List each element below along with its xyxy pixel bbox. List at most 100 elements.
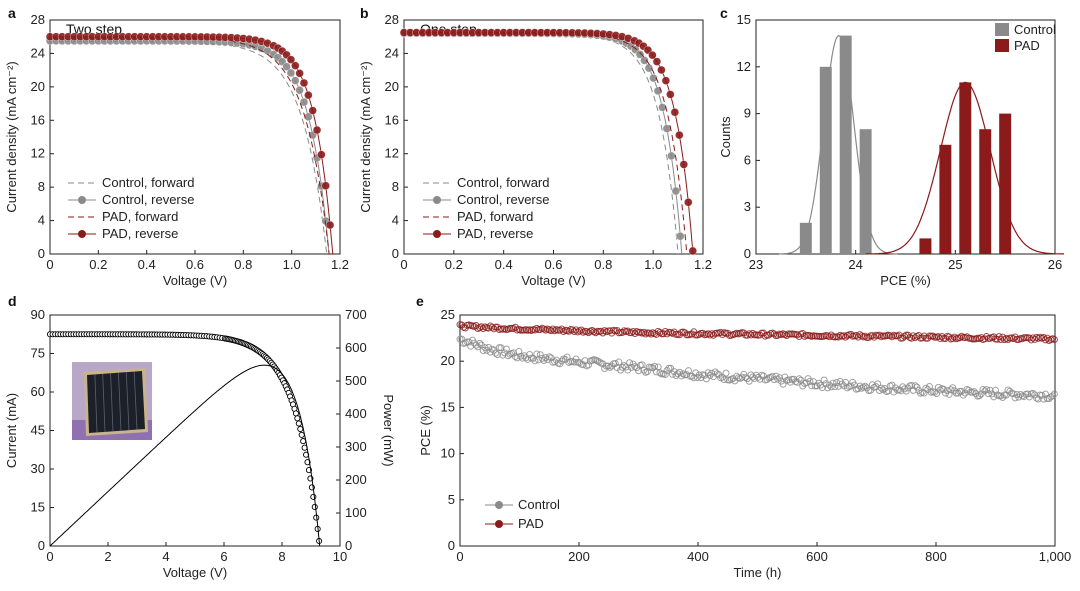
stability-point [795,375,803,383]
data-point [286,55,296,64]
y-tick-label: 4 [392,213,399,228]
y-tick-label: 0 [448,538,455,553]
stability-point [970,388,978,396]
y2-tick-label: 700 [345,307,367,322]
data-point [282,62,291,71]
stability-point [540,325,548,333]
stability-point [477,323,485,331]
current-point [295,420,302,427]
stability-point [918,334,926,342]
stability-point [949,334,957,342]
stability-point [640,366,648,374]
data-point [667,151,676,161]
plot-frame [459,314,1056,547]
stability-point [542,354,550,362]
stability-point [531,326,539,334]
stability-point [850,381,858,389]
stability-point [524,355,532,363]
stability-point [615,358,623,366]
stability-point [585,361,593,369]
legend-label: Control, reverse [102,192,194,207]
y-tick-label: 15 [441,399,455,414]
data-point [312,125,322,135]
stability-point [720,376,728,384]
x-axis-label: Voltage (V) [163,565,227,580]
stability-point [909,332,917,340]
stability-point [601,327,609,335]
data-point [308,106,317,115]
stability-point [565,327,573,335]
y-tick-label: 16 [385,112,399,127]
data-point [321,181,330,190]
stability-point [708,369,716,377]
data-point [661,76,671,85]
stability-point [983,386,991,394]
y-tick-label: 12 [31,146,45,161]
legend-label: Control, forward [457,175,549,190]
data-point [675,130,684,140]
current-point [298,431,305,438]
legend-marker [433,196,441,204]
x-tick-label: 1.2 [694,257,712,272]
stability-point [936,335,944,343]
histogram-bar [819,66,832,254]
stability-point [629,327,637,335]
data-point [299,78,309,88]
legend-marker [78,196,86,204]
stability-point [551,327,559,335]
panel-label: c [720,5,728,21]
stability-point [829,379,837,387]
stability-point [642,330,650,338]
series-line-1 [404,32,683,254]
stability-point [676,368,684,376]
legend-label: PAD [518,516,544,531]
stability-point [992,386,999,394]
stability-point [536,351,544,359]
stability-point [1011,394,1019,402]
y-tick-label: 60 [31,384,45,399]
stability-point [1050,336,1058,344]
plot-frame [755,19,1056,255]
x-tick-label: 0.4 [495,257,513,272]
gaussian-fit-0 [778,34,898,255]
x-tick-label: 8 [278,549,285,564]
y-tick-label: 90 [31,307,45,322]
x-tick-label: 23 [749,257,763,272]
data-point [676,232,685,241]
stability-point [643,368,651,376]
data-point [291,61,300,70]
x-tick-label: 1.0 [644,257,662,272]
data-point [658,103,667,112]
stability-point [558,357,566,365]
gaussian-fit-1 [865,81,1064,255]
legend-label: Control [1014,22,1056,37]
stability-point [663,330,671,338]
y2-tick-label: 0 [345,538,352,553]
panel-label: a [8,5,16,21]
current-point [310,493,317,500]
stability-point [458,335,466,343]
stability-point [986,386,994,394]
module-cell-line [118,372,122,431]
stability-point [913,383,921,391]
module-cell-line [102,373,106,432]
stability-point [1029,334,1037,342]
stability-point [831,383,839,391]
legend-label: Control [518,497,560,512]
series-line-0 [50,41,328,254]
x-tick-label: 0.6 [544,257,562,272]
stability-point [865,333,873,341]
stability-point [470,339,478,347]
y2-tick-label: 500 [345,373,367,388]
stability-point [533,324,541,332]
x-tick-label: 26 [1048,257,1062,272]
x-tick-label: 4 [162,549,169,564]
data-point [652,57,662,66]
y2-tick-label: 200 [345,472,367,487]
stability-point [752,371,760,379]
stability-point [515,347,523,355]
stability-point [1041,336,1049,344]
stability-point [920,389,928,397]
stability-point [938,333,946,341]
stability-point [975,392,983,400]
